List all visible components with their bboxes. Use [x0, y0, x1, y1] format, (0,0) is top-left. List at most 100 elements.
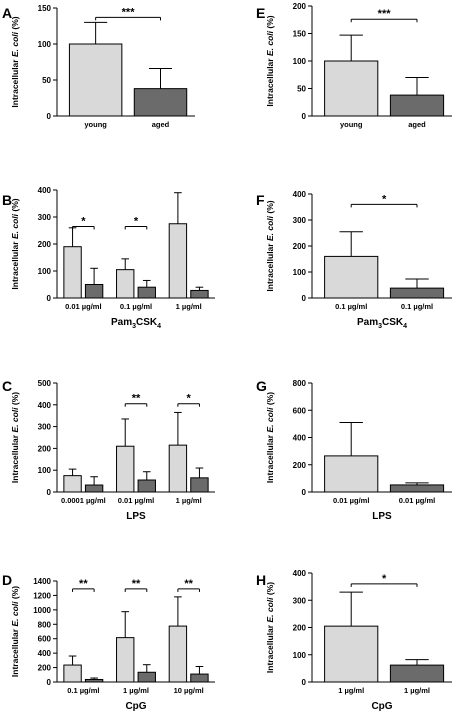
- x-tick-label: 0.1 µg/ml: [401, 302, 433, 311]
- y-tick-label: 50: [297, 85, 306, 94]
- x-tick-label: 0.1 µg/ml: [335, 302, 367, 311]
- significance-label: *: [382, 573, 387, 585]
- bar-aged: [389, 484, 445, 493]
- significance-label: ***: [378, 8, 392, 20]
- bar-aged: [84, 678, 104, 683]
- bar-aged: [389, 94, 445, 117]
- y-tick-label: 400: [293, 190, 307, 199]
- significance-label: **: [132, 393, 141, 405]
- significance-label: **: [79, 578, 88, 590]
- bar-young: [68, 43, 123, 117]
- y-tick-label: 500: [38, 379, 52, 388]
- y-tick-label: 150: [38, 4, 52, 13]
- panel-letter: C: [2, 378, 12, 394]
- bar-young: [168, 223, 188, 299]
- y-tick-label: 200: [293, 242, 307, 251]
- y-axis-label: Intracellular E. coli (%): [10, 198, 20, 289]
- y-tick-label: 800: [38, 620, 52, 629]
- x-tick-label: 1 µg/ml: [176, 302, 202, 311]
- y-tick-label: 1400: [33, 577, 51, 586]
- y-tick-label: 0: [47, 488, 52, 497]
- significance-label: ***: [122, 6, 136, 18]
- panel-letter: A: [2, 5, 12, 21]
- y-axis-label: Intracellular E. coli (%): [265, 15, 275, 106]
- x-tick-label: 0.1 µg/ml: [67, 686, 99, 695]
- x-tick-label: 1 µg/ml: [404, 686, 430, 695]
- significance-label: *: [187, 393, 192, 405]
- bar-aged: [137, 479, 156, 493]
- y-tick-label: 100: [293, 268, 307, 277]
- y-tick-label: 200: [293, 624, 307, 633]
- x-tick-label: 0.01 µg/ml: [118, 496, 154, 505]
- y-tick-label: 200: [293, 461, 307, 470]
- y-tick-label: 400: [293, 434, 307, 443]
- y-tick-label: 0: [302, 678, 307, 687]
- y-tick-label: 100: [38, 267, 52, 276]
- y-axis-label: Intracellular E. coli (%): [10, 392, 20, 483]
- bar-aged: [389, 664, 445, 683]
- bar-young: [324, 455, 379, 493]
- x-tick-label: 1 µg/ml: [176, 496, 202, 505]
- y-tick-label: 0: [47, 678, 52, 687]
- y-tick-label: 200: [38, 444, 52, 453]
- bar-young: [324, 60, 379, 117]
- y-tick-label: 600: [38, 635, 52, 644]
- y-tick-label: 150: [293, 30, 307, 39]
- bar-aged: [190, 477, 209, 493]
- x-axis-title: CpG: [371, 701, 392, 712]
- bar-young: [116, 269, 135, 299]
- y-tick-label: 100: [293, 57, 307, 66]
- bar-young: [63, 664, 82, 683]
- y-axis-label: Intracellular E. coli (%): [265, 200, 275, 291]
- y-tick-label: 0: [47, 294, 52, 303]
- bar-aged: [133, 88, 188, 117]
- panel-letter: G: [256, 378, 267, 394]
- y-tick-label: 100: [293, 651, 307, 660]
- x-tick-label: 0.01 µg/ml: [399, 496, 435, 505]
- significance-label: **: [184, 578, 193, 590]
- y-tick-label: 1000: [33, 606, 51, 615]
- y-tick-label: 200: [293, 2, 307, 11]
- x-tick-label: 0.01 µg/ml: [65, 302, 101, 311]
- y-tick-label: 100: [38, 40, 52, 49]
- x-tick-label: aged: [408, 120, 426, 129]
- x-axis-title: Pam3CSK4: [111, 317, 161, 330]
- y-axis-label: Intracellular E. coli (%): [10, 586, 20, 677]
- panel-letter: E: [256, 5, 265, 21]
- y-tick-label: 800: [293, 379, 307, 388]
- panel-letter: D: [2, 572, 12, 588]
- x-tick-label: 0.0001 µg/ml: [61, 496, 106, 505]
- x-tick-label: 1 µg/ml: [123, 686, 149, 695]
- x-axis-title: Pam3CSK4: [357, 317, 407, 330]
- x-tick-label: 0.1 µg/ml: [120, 302, 152, 311]
- y-axis-label: Intracellular E. coli (%): [265, 392, 275, 483]
- bar-young: [168, 444, 188, 493]
- y-axis-label: Intracellular E. coli (%): [265, 582, 275, 673]
- significance-label: **: [132, 578, 141, 590]
- x-tick-label: 0.01 µg/ml: [333, 496, 369, 505]
- significance-label: *: [382, 193, 387, 205]
- y-axis-label: Intracellular E. coli (%): [10, 16, 20, 107]
- bar-aged: [190, 289, 209, 299]
- y-tick-label: 400: [38, 186, 52, 195]
- significance-label: *: [81, 215, 86, 227]
- x-tick-label: young: [340, 120, 363, 129]
- y-tick-label: 0: [302, 488, 307, 497]
- bar-aged: [190, 673, 209, 683]
- x-tick-label: 10 µg/ml: [174, 686, 204, 695]
- bar-aged: [84, 284, 104, 299]
- y-tick-label: 200: [38, 664, 52, 673]
- panel-letter: F: [256, 192, 265, 208]
- bar-young: [63, 475, 82, 493]
- bar-young: [324, 625, 379, 683]
- bar-aged: [137, 286, 156, 299]
- y-tick-label: 100: [38, 466, 52, 475]
- y-tick-label: 400: [38, 649, 52, 658]
- bar-young: [168, 625, 188, 683]
